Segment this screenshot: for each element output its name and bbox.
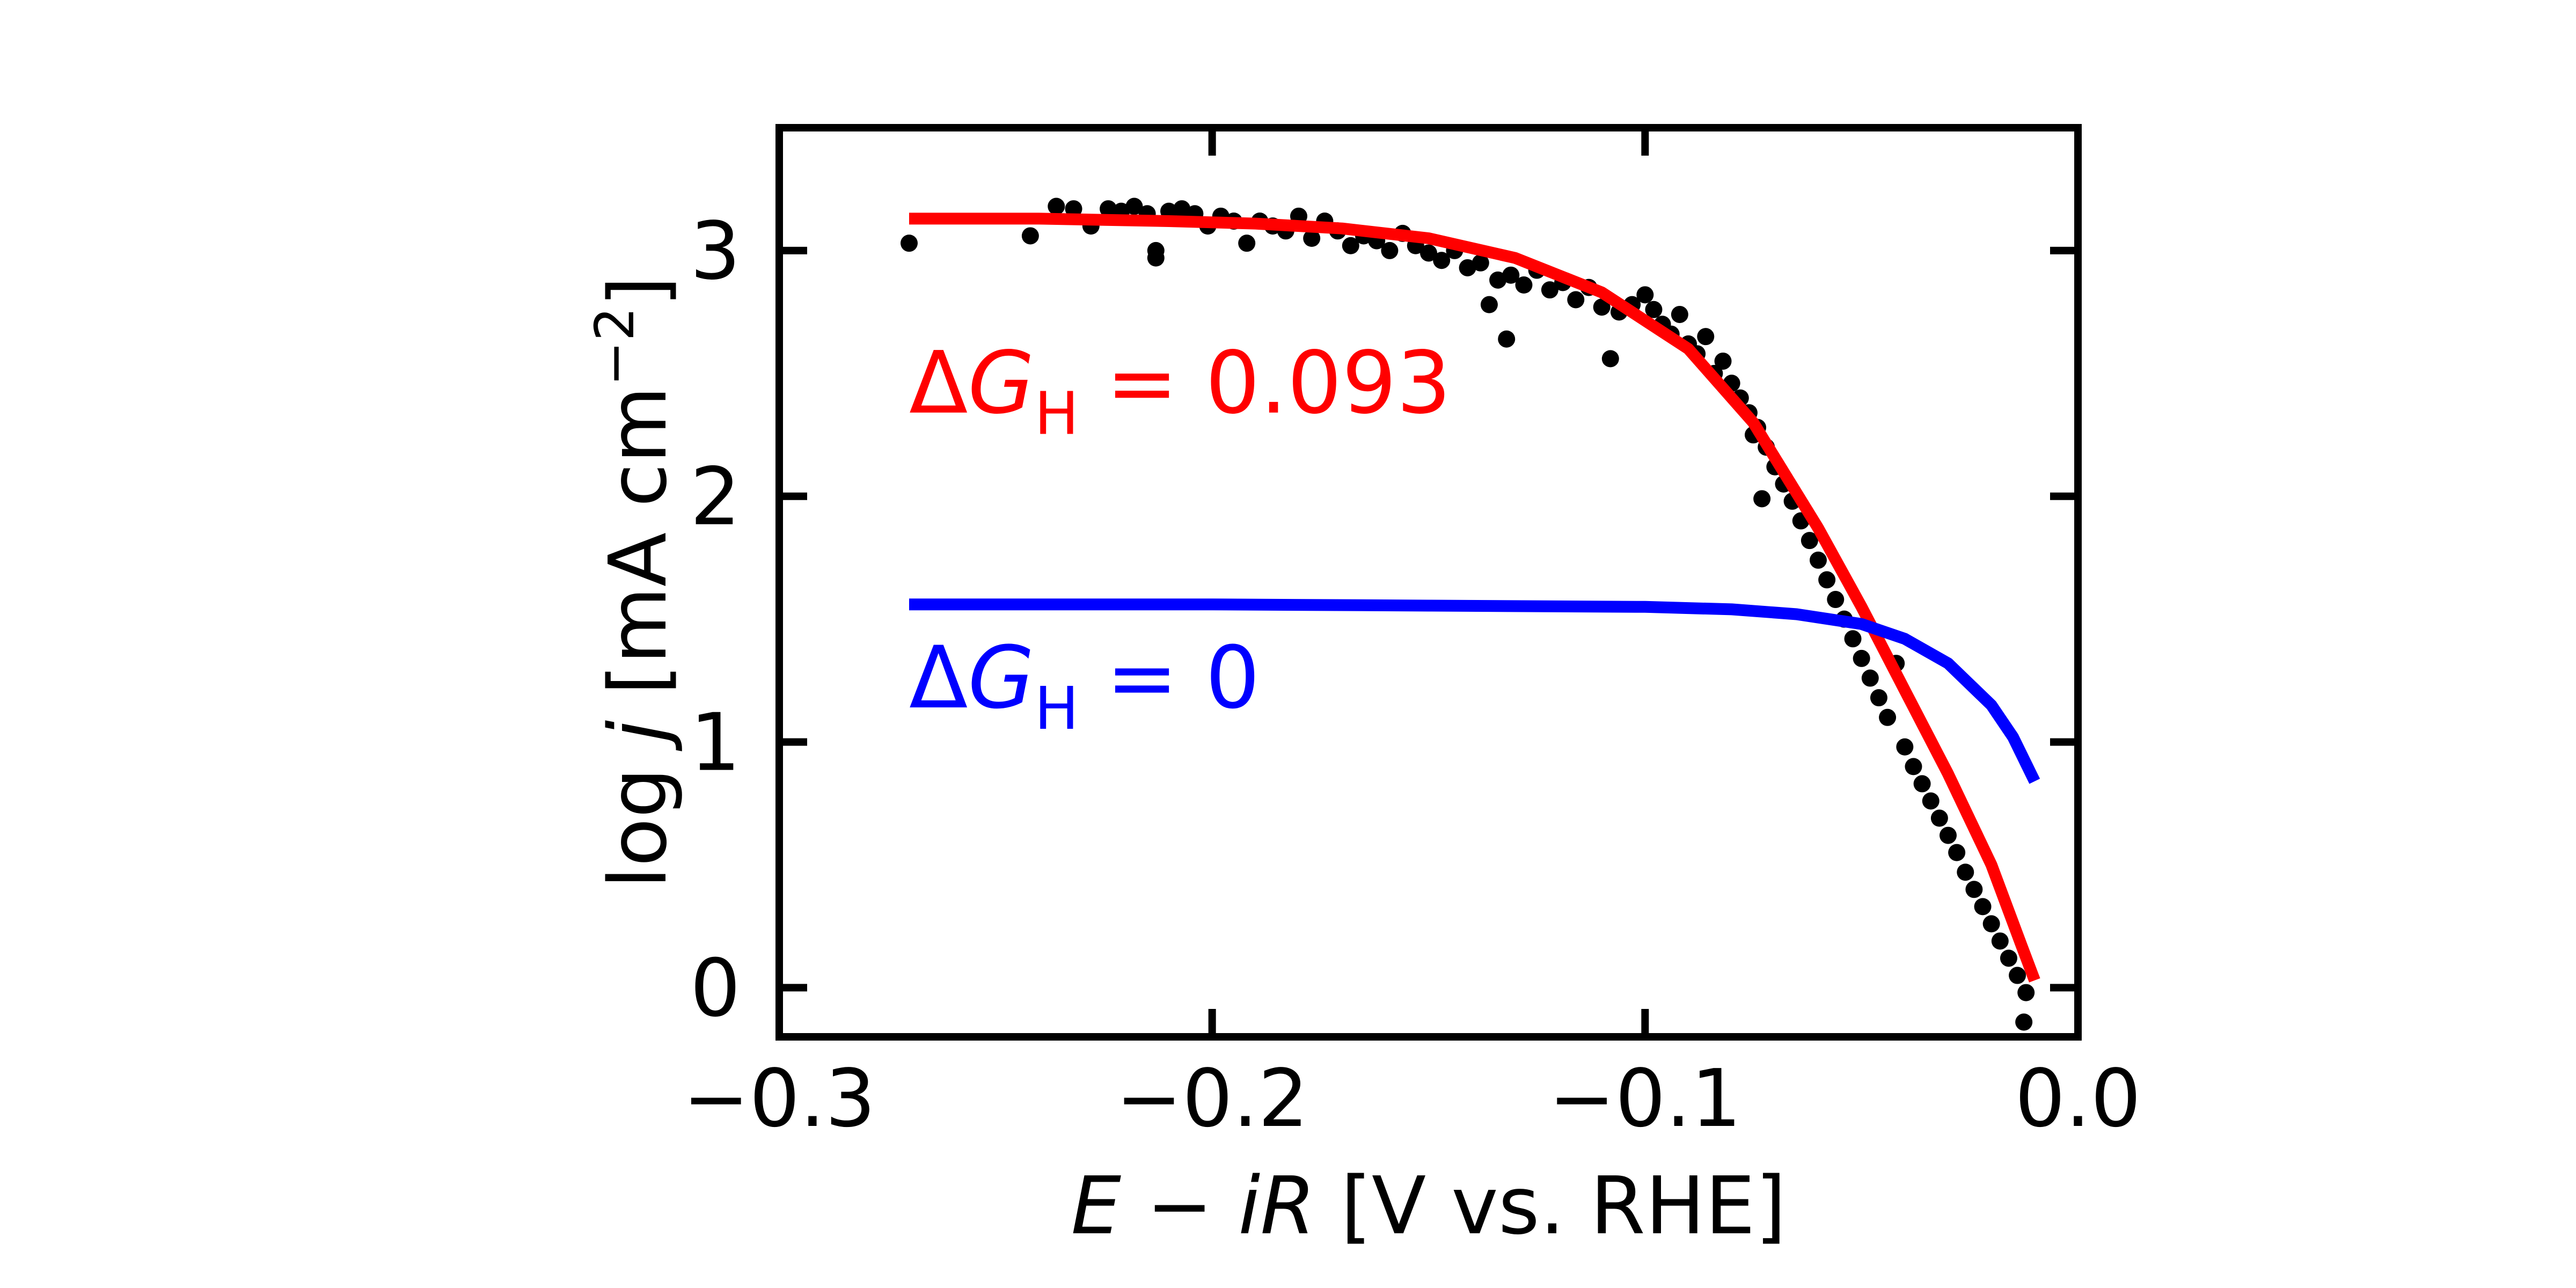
- fit-curve-red: [909, 213, 2040, 983]
- data-point: [2000, 949, 2017, 967]
- data-point: [1818, 571, 1836, 589]
- x-axis-label-part: [V vs. RHE]: [1315, 1160, 1786, 1252]
- data-point: [1753, 490, 1771, 508]
- x-tick-label: 0.0: [2015, 1052, 2141, 1145]
- data-point: [1472, 254, 1489, 272]
- ticks-group: [775, 128, 2082, 1037]
- annotation-value: = 0.093: [1079, 333, 1451, 433]
- y-tick-label: 3: [690, 205, 741, 297]
- y-axis-label-superscript: −2: [583, 307, 646, 386]
- data-point: [1930, 809, 1948, 827]
- data-point: [1021, 227, 1039, 245]
- data-point: [1974, 898, 1992, 916]
- data-point: [1810, 551, 1827, 569]
- y-axis-label: log j [mA cm−2]: [583, 276, 684, 889]
- data-point: [1541, 281, 1558, 299]
- data-point: [1844, 630, 1862, 648]
- y-tick-label: 0: [690, 942, 741, 1034]
- tick-labels-group: −0.3 −0.2 −0.1 0.0 0 1 2 3: [683, 205, 2141, 1145]
- data-point: [2017, 984, 2035, 1001]
- data-point: [1636, 286, 1654, 304]
- data-point: [1498, 330, 1516, 348]
- data-point: [901, 235, 918, 252]
- data-point: [1381, 241, 1399, 259]
- annotation-value: = 0: [1079, 627, 1260, 728]
- data-point: [1948, 844, 1966, 861]
- data-point: [1905, 758, 1922, 775]
- data-point: [1896, 738, 1914, 756]
- annotation-label: ΔGH = 0: [909, 627, 1260, 743]
- data-point: [1173, 200, 1191, 218]
- data-point: [1048, 197, 1065, 215]
- y-tick-label: 2: [690, 451, 741, 543]
- data-point: [1965, 881, 1983, 898]
- data-point: [1697, 328, 1715, 346]
- annotation-symbol: G: [968, 627, 1034, 728]
- y-tick-label: 1: [690, 697, 741, 789]
- x-axis-label-part: E: [1071, 1160, 1122, 1252]
- data-point: [1420, 244, 1437, 262]
- x-axis-label: E − iR [V vs. RHE]: [1071, 1160, 1787, 1252]
- x-axis-label-part: −: [1121, 1160, 1238, 1252]
- annotation-delta: Δ: [909, 333, 968, 433]
- data-point: [1100, 200, 1117, 218]
- annotation-subscript: H: [1034, 379, 1079, 448]
- data-point: [1459, 259, 1476, 276]
- data-point: [1342, 237, 1359, 254]
- data-point: [1861, 669, 1879, 687]
- annotation-label: ΔGH = 0.093: [909, 333, 1451, 448]
- data-point: [1515, 276, 1533, 294]
- data-point: [1125, 197, 1143, 215]
- y-axis-label-part: [mA cm: [592, 386, 684, 720]
- data-point: [1714, 352, 1732, 370]
- data-point: [1601, 350, 1619, 368]
- y-axis-label-part: log: [592, 742, 684, 889]
- annotation-delta: Δ: [909, 627, 968, 728]
- data-point: [1567, 291, 1585, 309]
- data-point: [1147, 249, 1165, 267]
- data-point: [1065, 200, 1082, 218]
- x-tick-label: −0.2: [1116, 1052, 1308, 1145]
- data-point: [1593, 298, 1611, 316]
- data-point: [2009, 967, 2026, 984]
- data-point: [1913, 775, 1931, 793]
- data-point: [1991, 932, 2009, 950]
- data-point: [1957, 863, 1974, 881]
- data-point: [1922, 792, 1940, 810]
- fit-curve-blue: [909, 598, 2040, 784]
- data-point: [2015, 1013, 2033, 1031]
- x-tick-label: −0.3: [683, 1052, 875, 1145]
- data-layer: [901, 197, 2040, 1031]
- data-point: [1879, 708, 1897, 726]
- data-point: [1433, 252, 1451, 269]
- data-point: [1502, 266, 1520, 284]
- x-axis-label-part: iR: [1238, 1160, 1315, 1252]
- data-point: [1671, 305, 1688, 323]
- data-point: [1870, 689, 1887, 707]
- data-point: [1827, 591, 1845, 609]
- data-point: [1489, 271, 1507, 289]
- data-point: [1853, 649, 1870, 667]
- data-point: [1645, 301, 1663, 318]
- data-point: [1982, 915, 2000, 933]
- data-point: [1238, 235, 1256, 252]
- plot-frame: [775, 124, 2082, 1041]
- x-tick-label: −0.1: [1549, 1052, 1741, 1145]
- y-axis-label-part: ]: [592, 276, 684, 307]
- data-point: [1801, 532, 1818, 550]
- annotation-subscript: H: [1034, 674, 1079, 743]
- data-point: [1303, 230, 1321, 247]
- annotation-symbol: G: [968, 333, 1034, 433]
- data-point: [1480, 296, 1498, 313]
- data-point: [1940, 826, 1957, 844]
